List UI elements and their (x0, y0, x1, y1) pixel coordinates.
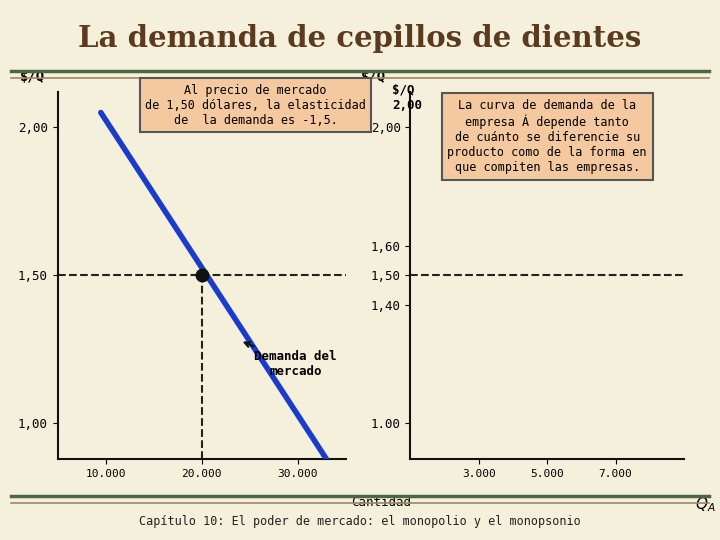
Text: $Q_A$: $Q_A$ (695, 496, 716, 515)
Text: $/Q
2,00: $/Q 2,00 (392, 84, 423, 112)
Text: Cantidad: Cantidad (351, 496, 411, 509)
Text: $/Q: $/Q (361, 70, 386, 84)
Text: La demanda de cepillos de dientes: La demanda de cepillos de dientes (78, 24, 642, 53)
Text: Capítulo 10: El poder de mercado: el monopolio y el monopsonio: Capítulo 10: El poder de mercado: el mon… (139, 515, 581, 528)
Text: Al precio de mercado
de 1,50 dólares, la elasticidad
de  la demanda es -1,5.: Al precio de mercado de 1,50 dólares, la… (145, 84, 366, 127)
Text: $/Q: $/Q (20, 70, 45, 84)
Text: La curva de demanda de la
empresa Á depende tanto
de cuánto se diferencie su
pro: La curva de demanda de la empresa Á depe… (447, 99, 647, 174)
Text: Demanda del
mercado: Demanda del mercado (245, 342, 337, 378)
